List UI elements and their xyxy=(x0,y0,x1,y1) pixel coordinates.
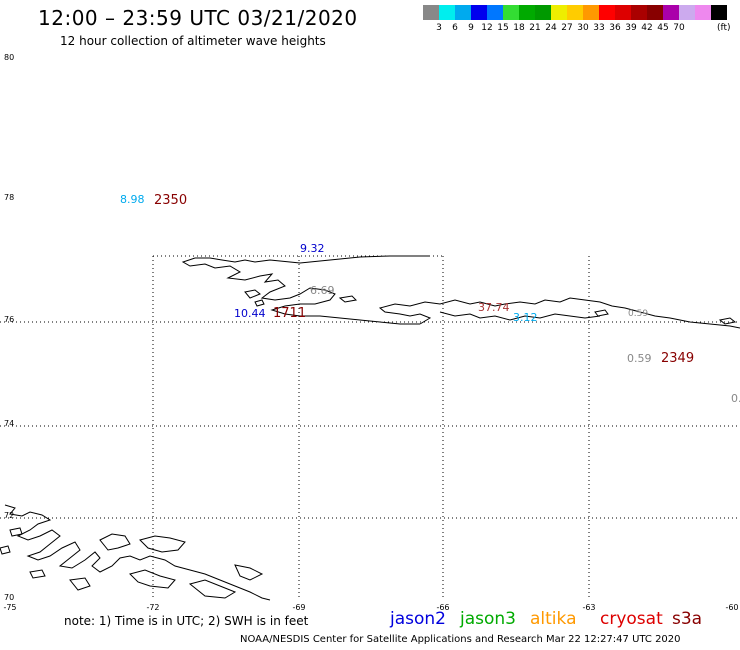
legend-swatch xyxy=(535,5,551,20)
lon-label: -60 xyxy=(725,603,738,612)
credit-line: NOAA/NESDIS Center for Satellite Applica… xyxy=(240,634,681,645)
longitude-labels: -75 -72 -69 -66 -63 -60 xyxy=(3,603,738,612)
legend-swatch xyxy=(679,5,695,20)
satellite-jason3: jason3 xyxy=(460,609,516,629)
latitude-labels: 80 78 76 74 72 70 xyxy=(4,53,14,602)
footnote: note: 1) Time is in UTC; 2) SWH is in fe… xyxy=(64,614,309,628)
legend-label: 9 xyxy=(468,23,474,33)
lat-label: 70 xyxy=(4,593,14,602)
legend-swatch xyxy=(423,5,439,20)
lon-label: -69 xyxy=(292,603,305,612)
legend-swatch xyxy=(455,5,471,20)
legend-swatch xyxy=(471,5,487,20)
swh-value: 0. xyxy=(731,392,740,405)
lon-label: -72 xyxy=(146,603,159,612)
map-title: 12:00 – 23:59 UTC 03/21/2020 xyxy=(38,6,358,30)
legend-label: 21 xyxy=(529,23,541,33)
legend-label: 33 xyxy=(593,23,605,33)
legend-swatch xyxy=(567,5,583,20)
swh-value: 2350 xyxy=(154,193,187,208)
legend-label: 30 xyxy=(577,23,589,33)
legend-label: 24 xyxy=(545,23,557,33)
legend-label: 39 xyxy=(625,23,637,33)
color-legend: 3 6 9 12 15 18 21 24 27 30 33 36 39 42 45 70 (ft) xyxy=(423,5,731,35)
satellite-cryosat: cryosat xyxy=(600,609,663,629)
legend-unit: (ft) xyxy=(717,23,731,33)
legend-label: 27 xyxy=(561,23,573,33)
lat-label: 74 xyxy=(4,419,14,428)
lat-label: 78 xyxy=(4,193,14,202)
swh-value: 0.59 xyxy=(627,352,652,365)
legend-swatch xyxy=(551,5,567,20)
legend-label: 42 xyxy=(641,23,653,33)
swh-value: 1711 xyxy=(273,306,306,321)
satellite-altika: altika xyxy=(530,609,577,629)
map-grid xyxy=(0,255,740,600)
lat-label: 76 xyxy=(4,315,14,324)
legend-label: 70 xyxy=(673,23,685,33)
legend-swatch xyxy=(695,5,711,20)
legend-label: 18 xyxy=(513,23,525,33)
legend-swatch xyxy=(631,5,647,20)
lon-label: -66 xyxy=(436,603,449,612)
coastline-greenland xyxy=(181,255,740,329)
lat-label: 72 xyxy=(4,511,14,520)
swh-value: 10.44 xyxy=(234,307,266,320)
satellite-s3a: s3a xyxy=(672,609,703,629)
legend-label: 15 xyxy=(497,23,509,33)
lon-label: -75 xyxy=(3,603,16,612)
swh-observations: 8.98 2350 9.32 10.44 1711 0.59 2349 37.7… xyxy=(120,193,740,405)
swh-value: 6.69 xyxy=(310,284,335,297)
satellite-jason2: jason2 xyxy=(390,609,446,629)
legend-swatch xyxy=(487,5,503,20)
legend-swatch xyxy=(711,5,727,20)
lat-label: 80 xyxy=(4,53,14,62)
swh-value: 8.98 xyxy=(120,193,145,206)
swh-value: 9.32 xyxy=(300,242,325,255)
legend-swatch xyxy=(439,5,455,20)
legend-label: 36 xyxy=(609,23,621,33)
map-subtitle: 12 hour collection of altimeter wave hei… xyxy=(60,34,326,48)
coastline-canada xyxy=(0,504,271,601)
swh-value: 0.59 xyxy=(628,309,648,319)
legend-label: 12 xyxy=(481,23,493,33)
legend-label: 3 xyxy=(436,23,442,33)
legend-swatch xyxy=(663,5,679,20)
swh-value: 2349 xyxy=(661,351,694,366)
legend-swatch xyxy=(647,5,663,20)
legend-swatch xyxy=(599,5,615,20)
legend-label: 6 xyxy=(452,23,458,33)
legend-label: 45 xyxy=(657,23,669,33)
legend-swatch xyxy=(503,5,519,20)
swh-value: 3.12 xyxy=(513,311,538,324)
swh-value: 37.74 xyxy=(478,301,510,314)
legend-swatch xyxy=(519,5,535,20)
legend-swatch xyxy=(583,5,599,20)
legend-swatch xyxy=(615,5,631,20)
lon-label: -63 xyxy=(582,603,595,612)
